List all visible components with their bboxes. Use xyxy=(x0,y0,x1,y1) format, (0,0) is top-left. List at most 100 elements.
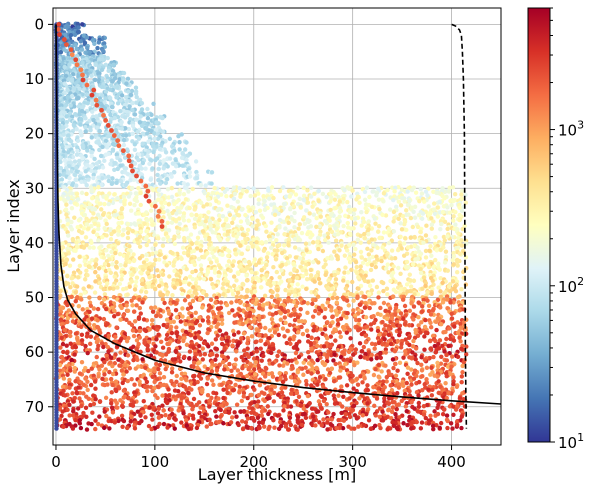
scatter-point xyxy=(76,340,81,346)
scatter-point xyxy=(396,332,402,338)
scatter-point xyxy=(444,336,449,342)
scatter-point xyxy=(121,286,126,292)
scatter-point xyxy=(256,191,261,196)
scatter-point xyxy=(74,152,80,157)
scatter-point xyxy=(431,207,437,212)
scatter-point xyxy=(315,343,320,349)
scatter-point xyxy=(359,290,364,296)
scatter-point xyxy=(63,32,68,38)
scatter-point xyxy=(351,298,356,303)
scatter-point xyxy=(429,253,434,259)
scatter-point xyxy=(113,334,118,340)
scatter-point xyxy=(226,253,231,259)
scatter-point xyxy=(345,270,351,275)
scatter-point xyxy=(411,317,416,322)
scatter-point xyxy=(334,295,340,301)
scatter-point xyxy=(446,343,451,349)
scatter-point xyxy=(132,142,138,147)
scatter-point xyxy=(90,196,95,201)
scatter-point xyxy=(154,120,159,125)
scatter-point xyxy=(284,340,289,346)
scatter-point xyxy=(256,201,261,207)
scatter-point xyxy=(167,156,173,161)
scatter-point xyxy=(332,272,337,278)
scatter-point xyxy=(95,45,100,51)
scatter-point xyxy=(381,300,387,306)
scatter-point xyxy=(131,258,137,264)
scatter-point xyxy=(337,199,342,204)
scatter-point xyxy=(408,284,414,289)
scatter-point xyxy=(300,274,306,279)
scatter-point xyxy=(234,278,239,283)
scatter-point xyxy=(98,215,103,220)
scatter-point xyxy=(293,192,299,197)
scatter-point xyxy=(198,182,204,188)
scatter-point xyxy=(415,245,420,250)
scatter-point xyxy=(217,328,223,333)
scatter-point xyxy=(308,235,313,240)
scatter-point xyxy=(93,106,98,112)
scatter-point xyxy=(95,306,101,312)
scatter-point xyxy=(232,191,238,197)
scatter-point xyxy=(438,247,443,253)
scatter-point xyxy=(218,265,223,270)
scatter-point xyxy=(87,245,92,250)
scatter-point xyxy=(426,264,432,270)
scatter-point xyxy=(206,196,211,202)
scatter-point xyxy=(133,91,139,96)
scatter-point xyxy=(100,165,106,170)
scatter-point xyxy=(311,212,317,217)
scatter-point xyxy=(139,166,144,171)
scatter-point xyxy=(305,188,310,193)
scatter-point xyxy=(91,117,96,123)
scatter-point xyxy=(400,297,406,302)
scatter-point xyxy=(79,133,84,138)
scatter-point xyxy=(457,217,462,223)
scatter-point xyxy=(274,269,280,275)
scatter-point xyxy=(420,286,425,291)
scatter-point xyxy=(369,248,374,253)
scatter-point xyxy=(374,284,380,290)
scatter-point xyxy=(78,122,83,127)
scatter-point xyxy=(380,342,385,347)
scatter-point xyxy=(134,94,139,100)
scatter-point xyxy=(62,64,67,70)
scatter-point xyxy=(125,98,130,104)
scatter-point xyxy=(411,304,417,309)
scatter-point xyxy=(103,89,109,95)
scatter-point xyxy=(454,270,460,275)
scatter-point xyxy=(157,161,163,166)
scatter-point xyxy=(91,211,96,216)
scatter-point xyxy=(150,144,156,149)
scatter-point xyxy=(449,316,455,321)
scatter-point xyxy=(391,197,396,203)
scatter-point xyxy=(58,288,63,294)
scatter-point xyxy=(439,221,444,227)
scatter-point xyxy=(188,333,194,338)
scatter-point xyxy=(144,242,149,248)
scatter-point xyxy=(300,267,305,273)
scatter-point xyxy=(282,334,287,339)
scatter-point xyxy=(104,306,109,312)
scatter-point xyxy=(221,292,226,297)
scatter-point xyxy=(369,262,375,268)
scatter-point xyxy=(143,166,148,171)
scatter-point xyxy=(280,326,286,331)
scatter-point xyxy=(135,129,141,135)
scatter-point xyxy=(269,185,275,190)
scatter-point xyxy=(342,253,348,258)
scatter-point xyxy=(170,161,176,166)
scatter-point xyxy=(445,268,450,273)
scatter-point xyxy=(408,278,413,283)
scatter-point xyxy=(357,317,362,323)
scatter-point xyxy=(64,343,69,348)
scatter-point xyxy=(153,157,158,163)
scatter-point xyxy=(297,222,302,227)
scatter-point xyxy=(275,288,280,293)
scatter-point xyxy=(450,198,456,204)
scatter-point xyxy=(186,218,191,223)
scatter-point xyxy=(415,256,421,261)
scatter-point xyxy=(242,233,247,238)
scatter-point xyxy=(362,305,368,310)
scatter-point xyxy=(329,286,334,292)
